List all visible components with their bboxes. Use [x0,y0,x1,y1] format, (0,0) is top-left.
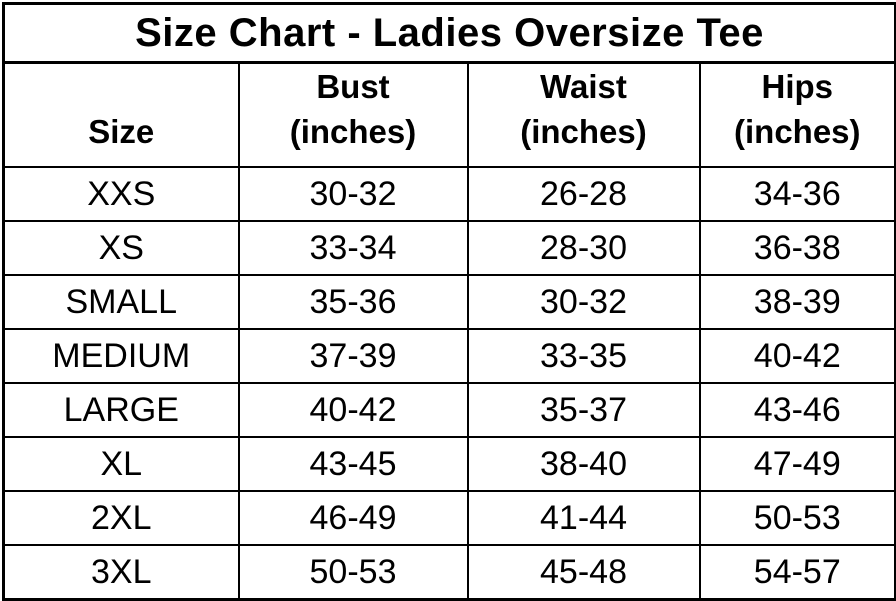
waist-cell: 26-28 [466,166,701,223]
table-row: SMALL 35-36 30-32 38-39 [2,274,896,331]
bust-cell: 46-49 [237,490,469,547]
table-row: XXS 30-32 26-28 34-36 [2,166,896,223]
hips-cell: 54-57 [698,544,896,601]
hips-cell: 34-36 [698,166,896,223]
waist-cell: 30-32 [466,274,701,331]
bust-cell: 33-34 [237,220,469,277]
hips-cell: 40-42 [698,328,896,385]
hips-cell: 38-39 [698,274,896,331]
bust-cell: 50-53 [237,544,469,601]
bust-header-unit: (inches) [289,112,417,150]
bust-cell: 37-39 [237,328,469,385]
size-cell: MEDIUM [2,328,240,385]
bust-cell: 30-32 [237,166,469,223]
hips-cell: 47-49 [698,436,896,493]
waist-header-label: Waist [540,68,627,105]
hips-cell: 36-38 [698,220,896,277]
waist-cell: 33-35 [466,328,701,385]
chart-title: Size Chart - Ladies Oversize Tee [2,2,896,64]
bust-cell: 43-45 [237,436,469,493]
waist-header-unit: (inches) [520,112,647,150]
waist-cell: 41-44 [466,490,701,547]
size-cell: SMALL [2,274,240,331]
bust-cell: 35-36 [237,274,469,331]
column-header-hips: Hips (inches) [698,61,896,169]
column-header-size: Size [2,61,240,169]
column-header-bust: Bust (inches) [237,61,469,169]
size-cell: LARGE [2,382,240,439]
table-row: 3XL 50-53 45-48 54-57 [2,544,896,601]
table-row: LARGE 40-42 35-37 43-46 [2,382,896,439]
column-header-waist: Waist (inches) [466,61,701,169]
table-row: XL 43-45 38-40 47-49 [2,436,896,493]
size-cell: 3XL [2,544,240,601]
hips-cell: 43-46 [698,382,896,439]
waist-cell: 45-48 [466,544,701,601]
size-cell: XS [2,220,240,277]
table-row: MEDIUM 37-39 33-35 40-42 [2,328,896,385]
header-row: Size Bust (inches) Waist (inches) Hips (… [2,61,896,169]
table-row: 2XL 46-49 41-44 50-53 [2,490,896,547]
size-header-label: Size [88,112,155,150]
size-cell: 2XL [2,490,240,547]
waist-cell: 38-40 [466,436,701,493]
hips-header-label: Hips [761,68,834,105]
bust-header-label: Bust [316,68,390,105]
waist-cell: 35-37 [466,382,701,439]
table-row: XS 33-34 28-30 36-38 [2,220,896,277]
hips-cell: 50-53 [698,490,896,547]
title-row: Size Chart - Ladies Oversize Tee [2,2,896,64]
waist-cell: 28-30 [466,220,701,277]
size-cell: XXS [2,166,240,223]
bust-cell: 40-42 [237,382,469,439]
size-cell: XL [2,436,240,493]
hips-header-unit: (inches) [734,112,861,150]
